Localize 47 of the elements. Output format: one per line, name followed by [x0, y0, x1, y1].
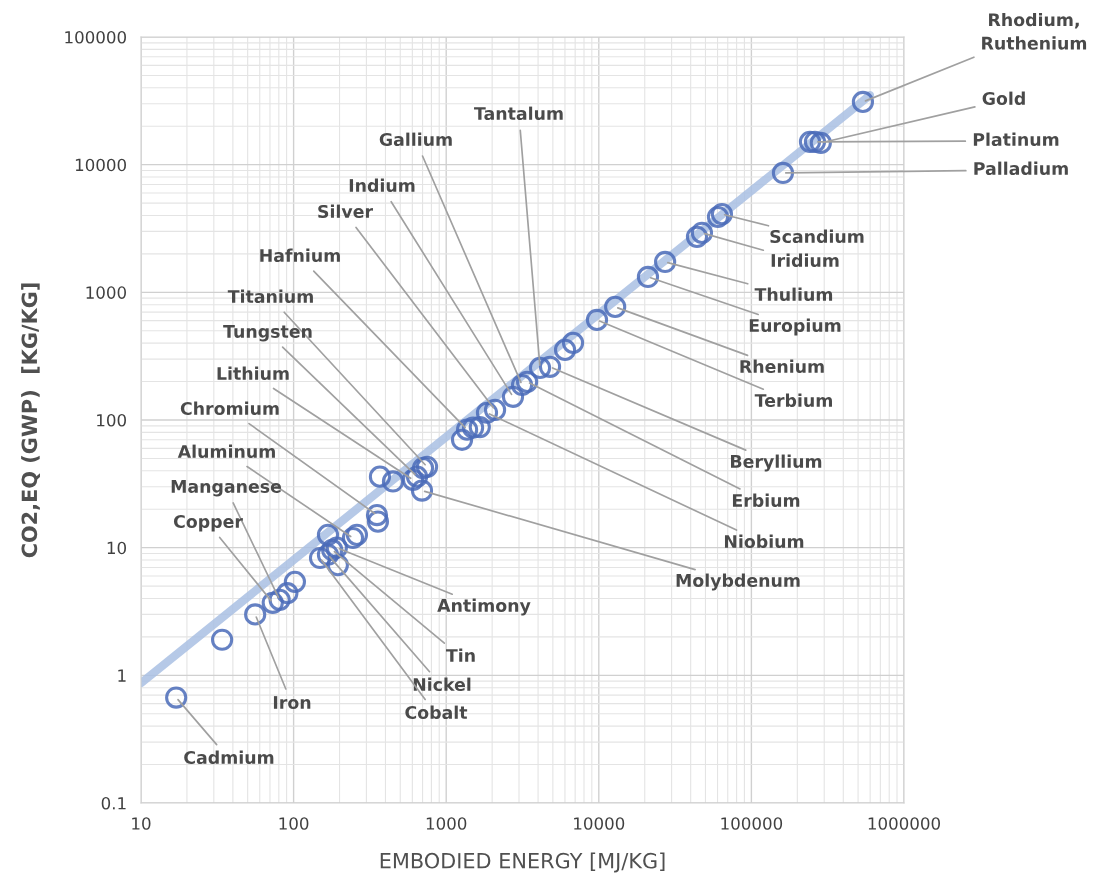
annotation: Niobium — [724, 534, 804, 549]
y-tick-label: 100000 — [65, 30, 126, 44]
x-tick-label: 100000 — [721, 817, 783, 830]
annotation: Gallium — [379, 132, 452, 147]
annotation: Iridium — [771, 253, 839, 268]
x-tick-label: 1000000 — [868, 817, 941, 830]
annotation: Platinum — [973, 132, 1059, 147]
y-tick-label: 0.1 — [101, 796, 126, 810]
annotation: Copper — [173, 514, 243, 532]
annotation: Tantalum — [474, 106, 563, 121]
y-axis-title: CO2,EQ (GWP) [KG/KG] — [21, 283, 40, 558]
annotation: Nickel — [413, 677, 471, 692]
annotation: Thulium — [754, 287, 833, 302]
annotation: Hafnium — [260, 248, 340, 263]
x-tick-label: 10 — [132, 817, 151, 830]
annotation: Cobalt — [405, 705, 468, 720]
y-tick-label: 10000 — [75, 158, 126, 172]
annotation: Beryllium — [731, 454, 822, 472]
y-tick-label: 1 — [118, 669, 126, 682]
y-tick-label: 10 — [107, 541, 126, 555]
annotation: Manganese — [171, 480, 282, 497]
y-tick-label: 100 — [97, 413, 126, 427]
annotation: Iron — [273, 696, 311, 710]
annotation: Lithium — [217, 366, 289, 381]
annotation: Molybdenum — [676, 573, 800, 591]
annotation: Palladium — [974, 161, 1068, 176]
annotation: Rhenium — [740, 359, 824, 374]
annotation: Antimony — [437, 598, 531, 616]
annotation: Tungsten — [223, 325, 312, 342]
annotation: Cadmium — [184, 750, 274, 765]
annotation: Titanium — [227, 289, 313, 304]
annotation: Chromium — [180, 401, 279, 416]
y-tick-label: 1000 — [86, 286, 126, 299]
x-tick-label: 10000 — [574, 817, 625, 830]
annotation: Aluminum — [177, 444, 275, 459]
x-tick-label: 100 — [279, 817, 309, 830]
annotation: Tin — [446, 648, 475, 662]
annotation: Erbium — [732, 493, 800, 508]
annotation: Terbium — [754, 393, 832, 408]
annotation: Silver — [318, 204, 373, 219]
annotation: Gold — [982, 91, 1025, 106]
annotation: Indium — [349, 178, 415, 193]
annotation: Europium — [749, 318, 841, 336]
x-axis-title: EMBODIED ENERGY [MJ/KG] — [380, 852, 665, 873]
annotation: Rhodium, Ruthenium — [982, 12, 1087, 50]
annotation: Scandium — [770, 229, 864, 244]
x-tick-label: 1000 — [426, 817, 467, 830]
